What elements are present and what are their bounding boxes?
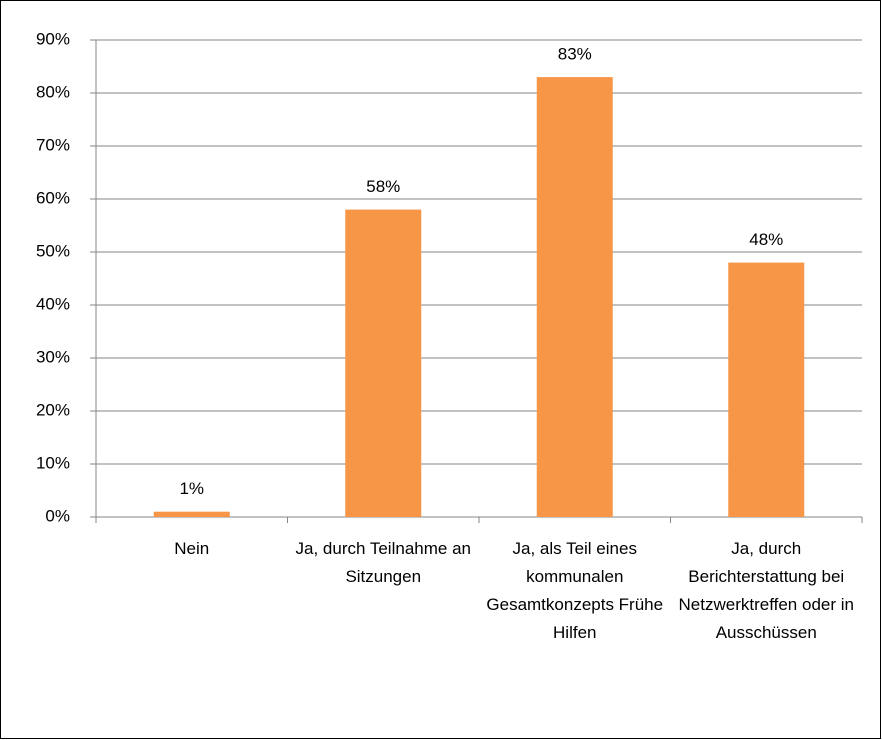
bar [728,262,805,517]
y-tick-label: 70% [36,135,70,154]
y-tick-label: 30% [36,347,70,366]
y-tick-label: 10% [36,453,70,472]
bar [153,511,230,517]
y-tick-label: 50% [36,241,70,260]
data-label: 58% [366,177,400,196]
data-label: 83% [558,45,592,64]
x-tick-label: Ja, durch Berichterstattung bei Netzwerk… [678,539,854,642]
y-tick-label: 20% [36,400,70,419]
bar [345,209,422,517]
x-tick-label: Ja, durch Teilnahme an Sitzungen [295,539,471,586]
data-label: 48% [749,230,783,249]
x-tick-label: Ja, als Teil eines kommunalen Gesamtkonz… [486,539,664,642]
y-tick-label: 60% [36,188,70,207]
y-tick-label: 0% [45,506,70,525]
x-tick-label: Nein [174,539,210,558]
y-tick-label: 80% [36,82,70,101]
data-label: 1% [179,479,204,498]
y-tick-label: 90% [36,29,70,48]
y-tick-label: 40% [36,294,70,313]
bar [536,77,613,517]
